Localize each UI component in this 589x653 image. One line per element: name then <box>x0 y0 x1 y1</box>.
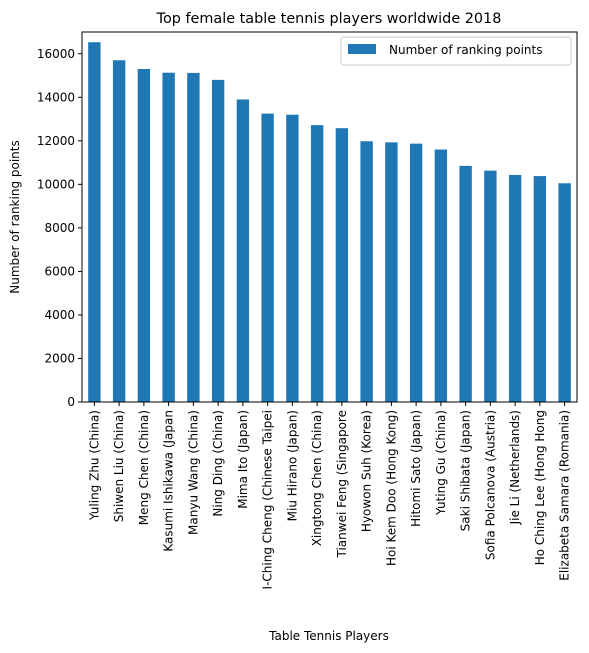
bar <box>558 183 571 402</box>
bar <box>459 165 472 402</box>
y-tick-label: 4000 <box>44 308 75 322</box>
bars-group <box>88 42 571 403</box>
bar <box>409 143 423 402</box>
bar <box>508 174 522 402</box>
x-tick-label: Meng Chen (China) <box>137 410 151 525</box>
x-tick-label: Yuting Gu (China) <box>434 410 448 516</box>
x-tick-label: Elizabeta Samara (Romania) <box>558 410 572 581</box>
bar <box>187 72 200 403</box>
y-tick-label: 10000 <box>37 177 75 191</box>
bar <box>335 128 349 402</box>
bar <box>236 99 250 402</box>
x-tick-label: Hyowon Suh (Korea) <box>360 410 374 532</box>
x-tick-label: Yuling Zhu (China) <box>87 410 101 521</box>
bar <box>112 60 126 402</box>
x-tick-label: Saki Shibata (Japan) <box>459 410 473 531</box>
chart-title: Top female table tennis players worldwid… <box>156 11 502 27</box>
plot-frame <box>81 31 578 403</box>
bar <box>484 170 497 402</box>
legend-box <box>340 36 572 66</box>
x-axis-ticks: Yuling Zhu (China) Shiwen Liu (China) Meng… <box>87 402 572 589</box>
bar <box>360 141 373 402</box>
y-axis-ticks: 0 2000 4000 6000 8000 10000 12000 14000 16000 <box>37 47 82 409</box>
y-tick-label: 8000 <box>44 221 75 235</box>
x-tick-label: Ho Ching Lee (Hong Hong <box>533 410 547 565</box>
bar <box>310 125 324 403</box>
bar <box>434 149 448 402</box>
x-tick-label: Hoi Kem Doo (Hong Kong) <box>384 410 398 566</box>
x-tick-label: Ning Ding (China) <box>211 410 225 517</box>
x-tick-label: Hitomi Sato (Japan) <box>409 410 423 527</box>
bar <box>137 69 151 402</box>
x-tick-label: Sofia Polcanova (Austria) <box>483 410 497 560</box>
bar <box>88 42 101 402</box>
x-tick-label: Xingtong Chen (China) <box>310 410 324 546</box>
y-tick-label: 14000 <box>37 90 75 104</box>
x-tick-label: Miu Hirano (Japan) <box>285 410 299 521</box>
y-axis-title: Number of ranking points <box>8 140 22 293</box>
x-tick-label: I-Ching Cheng (Chinese Taipei <box>261 410 275 589</box>
y-tick-label: 6000 <box>44 264 75 278</box>
bar <box>533 176 547 402</box>
legend-swatch <box>348 44 376 54</box>
y-tick-label: 16000 <box>37 47 75 61</box>
bar <box>261 113 274 403</box>
y-tick-label: 2000 <box>44 351 75 365</box>
x-tick-label: Mima Ito (Japan) <box>236 410 250 509</box>
bar <box>286 114 299 403</box>
y-tick-label: 12000 <box>37 134 75 148</box>
y-tick-label: 0 <box>67 395 75 409</box>
bar <box>385 142 398 402</box>
legend-label: Number of ranking points <box>389 43 542 57</box>
bar <box>162 72 175 402</box>
x-tick-label: Jie Li (Netherlands) <box>508 410 522 525</box>
x-tick-label: Kasumi Ishikawa (Japan <box>162 410 176 552</box>
x-tick-label: Shiwen Liu (China) <box>112 410 126 522</box>
x-axis-title: Table Tennis Players <box>268 629 389 643</box>
legend: Number of ranking points <box>340 36 572 66</box>
bar <box>211 79 225 402</box>
x-tick-label: Tianwei Feng (Singapore <box>335 410 349 559</box>
x-tick-label: Manyu Wang (China) <box>186 410 200 535</box>
